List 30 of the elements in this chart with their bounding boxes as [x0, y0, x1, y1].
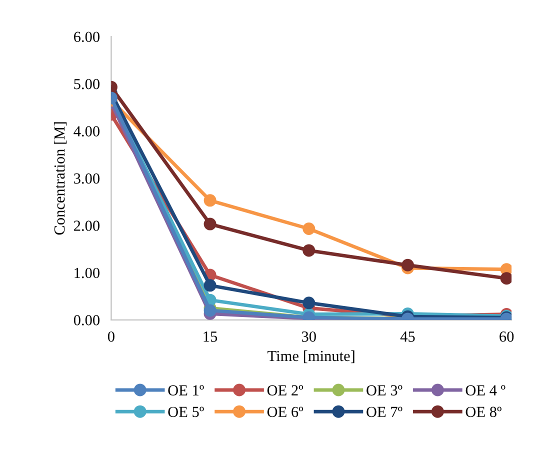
x-tick-label: 30 [302, 331, 316, 342]
y-tick-label: 4.00 [74, 126, 100, 137]
y-tick-label: 0.00 [74, 315, 100, 326]
point [500, 272, 512, 285]
point [204, 194, 216, 207]
point [302, 296, 316, 310]
legend-label: OE 4 º [466, 385, 506, 396]
x-axis-title: Time [minute] [268, 350, 354, 364]
legend-label: OE 5º [168, 406, 204, 418]
x-tick-label: 60 [500, 331, 514, 342]
y-axis-title: Concentration [M] [54, 122, 67, 235]
legend-label: OE 6º [267, 406, 304, 418]
point [302, 222, 316, 236]
legend-label: OE 3º [366, 385, 402, 396]
y-tick-label: 2.00 [74, 220, 100, 231]
x-tick-label: 15 [204, 332, 218, 342]
y-tick-label: 3.00 [74, 173, 100, 184]
legend-label: OE 7º [366, 406, 402, 418]
legend-label: OE 2º [267, 385, 304, 396]
x-tick-label: 0 [108, 331, 114, 342]
point [302, 244, 316, 257]
legend-label: OE 1º [168, 385, 204, 396]
y-tick-label: 5.00 [74, 78, 100, 90]
y-tick-label: 6.00 [74, 32, 100, 42]
point [401, 258, 414, 272]
y-tick-label: 1.00 [74, 268, 100, 278]
legend-label: OE 8º [466, 406, 502, 418]
x-tick-label: 45 [400, 332, 415, 342]
point [204, 218, 216, 230]
point [204, 279, 216, 292]
